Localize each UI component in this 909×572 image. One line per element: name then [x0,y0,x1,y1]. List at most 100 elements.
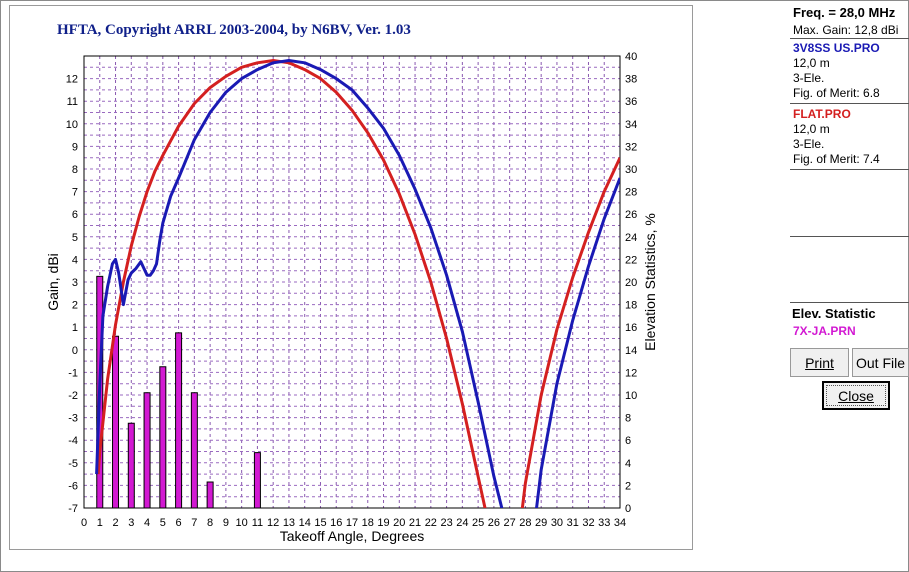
divider [790,169,909,170]
x-tick-label: 9 [223,517,229,529]
x-tick-label: 14 [299,517,311,529]
side-panel: Freq. = 28,0 MHz Max. Gain: 12,8 dBi 3V8… [790,0,909,572]
y-tick-label: 12 [66,74,78,86]
close-button[interactable]: Close [822,381,890,410]
y2-tick-label: 16 [625,322,637,334]
series-file-name: FLAT.PRO [793,107,851,121]
print-button[interactable]: Print [790,348,849,377]
y-tick-label: -5 [68,458,78,470]
divider [790,38,909,39]
x-tick-label: 3 [128,517,134,529]
y2-tick-label: 30 [625,164,637,176]
y2-tick-label: 38 [625,74,637,86]
app-title: HFTA, Copyright ARRL 2003-2004, by N6BV,… [57,22,411,38]
y-tick-label: 2 [72,300,78,312]
x-tick-label: 32 [582,517,594,529]
y2-tick-label: 26 [625,209,637,221]
y-tick-label: -2 [68,390,78,402]
series-elements: 3-Ele. [793,137,825,151]
series-height: 12,0 m [793,122,830,136]
elevation-bar [127,422,135,509]
y2-tick-label: 14 [625,345,637,357]
divider [790,302,909,303]
y-tick-label: -3 [68,413,78,425]
elevation-bar [159,366,167,509]
x-tick-label: 20 [393,517,405,529]
out-file-button-label: Out File [855,354,905,371]
x-tick-label: 21 [409,517,421,529]
elevation-statistic-file: 7X-JA.PRN [793,324,856,338]
y2-tick-label: 6 [625,435,631,447]
x-axis-label: Takeoff Angle, Degrees [280,528,425,544]
y2-tick-label: 20 [625,277,637,289]
series-height: 12,0 m [793,56,830,70]
gain-elevation-chart: 0 1 2 3 4 5 6 7 8 9 10 11 12 13 14 15 16 17 18 19 20 21 22 23 24… [45,51,658,544]
plot-frame [83,55,621,509]
y-tick-label: 5 [72,232,78,244]
x-tick-label: 18 [362,517,374,529]
elevation-bar [175,332,183,509]
y-tick-label: 11 [67,96,78,108]
y-tick-label: -1 [68,367,78,379]
out-file-button[interactable]: Out File [852,348,909,377]
y2-tick-label: 2 [625,480,631,492]
x-tick-label: 11 [252,517,263,529]
y2-tick-label: 8 [625,413,631,425]
y-tick-label: -7 [68,503,78,515]
y-tick-label: 9 [72,141,78,153]
x-tick-label: 22 [425,517,437,529]
x-tick-label: 19 [377,517,389,529]
x-tick-label: 16 [330,517,342,529]
x-tick-label: 26 [488,517,500,529]
y-tick-label: 4 [72,254,78,266]
x-tick-label: 29 [535,517,547,529]
close-button-label: Close [838,387,874,404]
y-tick-label: -6 [68,480,78,492]
y2-tick-label: 40 [625,51,637,63]
elevation-bar [112,335,120,509]
series-file-name: 3V8SS US.PRO [793,41,880,55]
x-tick-label: 1 [97,517,103,529]
x-tick-label: 25 [472,517,484,529]
y2-tick-label: 36 [625,96,637,108]
x-tick-label: 4 [144,517,150,529]
print-button-label: Print [805,354,834,371]
y-tick-label: 0 [72,345,78,357]
x-tick-label: 0 [81,517,87,529]
y2-tick-label: 32 [625,141,637,153]
divider [790,103,909,104]
divider [790,236,909,237]
y2-tick-label: 34 [625,119,637,131]
series-figure-of-merit: Fig. of Merit: 6.8 [793,86,880,100]
frequency-label: Freq. = 28,0 MHz [793,5,896,20]
series-line [96,59,620,508]
x-tick-label: 5 [160,517,166,529]
y2-tick-label: 0 [625,503,631,515]
elevation-bar [253,452,261,509]
max-gain-label: Max. Gain: 12,8 dBi [793,23,899,37]
y-tick-label: 8 [72,164,78,176]
series-line [95,59,620,508]
y2-tick-label: 28 [625,187,637,199]
y-tick-label: 10 [66,119,78,131]
x-tick-label: 6 [176,517,182,529]
x-tick-label: 12 [267,517,279,529]
y-tick-label: 1 [72,322,78,334]
y-tick-label: 7 [72,187,78,199]
x-tick-label: 34 [614,517,626,529]
x-tick-label: 8 [207,517,213,529]
x-tick-label: 17 [346,517,358,529]
y2-tick-label: 22 [625,254,637,266]
x-tick-label: 28 [519,517,531,529]
x-tick-label: 27 [504,517,516,529]
elevation-statistic-title: Elev. Statistic [792,306,876,321]
x-tick-label: 23 [440,517,452,529]
elevation-bar [206,481,214,509]
y2-tick-label: 4 [625,458,631,470]
y2-tick-label: 18 [625,300,637,312]
x-tick-label: 30 [551,517,563,529]
x-tick-label: 10 [236,517,248,529]
y-axis-label: Gain, dBi [45,253,61,311]
x-tick-label: 2 [112,517,118,529]
y2-tick-label: 12 [625,367,637,379]
